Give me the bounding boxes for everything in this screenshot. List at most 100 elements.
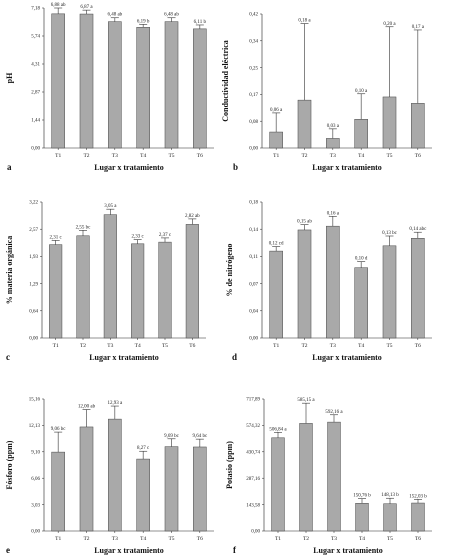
- bar-t2: [76, 235, 90, 339]
- category-label: T3: [107, 343, 113, 349]
- category-label: T5: [387, 536, 393, 542]
- bar-t6: [411, 502, 425, 532]
- category-label: T1: [55, 536, 61, 542]
- data-label: 592,16 a: [325, 410, 343, 415]
- bar-t5: [382, 96, 397, 149]
- bar-t2: [79, 13, 94, 149]
- y-tick-label: 3,22: [29, 201, 38, 206]
- category-label: T4: [358, 153, 364, 159]
- y-axis-label: Fósforo (ppm): [5, 440, 14, 489]
- x-axis-label: Lugar x tratamiento: [312, 353, 382, 362]
- y-tick-label: 12,13: [29, 424, 41, 429]
- y-axis-label: Conductividad eléctrica: [221, 40, 230, 122]
- data-label: 0,15 ab: [297, 220, 312, 225]
- y-tick-label: 0,00: [29, 337, 38, 342]
- bar-t1: [271, 437, 285, 532]
- y-tick-label: 0,00: [249, 147, 258, 152]
- category-label: T5: [386, 343, 392, 349]
- data-label: 2,37 c: [159, 233, 172, 238]
- category-label: T6: [415, 153, 421, 159]
- x-axis-label: Lugar x tratamiento: [89, 353, 159, 362]
- x-axis-label: Lugar x tratamiento: [94, 546, 164, 555]
- y-tick-label: 7,18: [31, 7, 40, 12]
- data-label: 2,55 bc: [76, 225, 92, 230]
- data-label: 148,13 b: [381, 493, 399, 498]
- category-label: T6: [415, 536, 421, 542]
- data-label: 2,31 c: [50, 235, 63, 240]
- category-label: T1: [275, 536, 281, 542]
- chart-panel-a: 0,00 1,44 2,87 4,31 5,74 7,18 6,88 ab T1 6,87 a T…: [5, 3, 214, 172]
- y-axis-label: Potasio (ppm): [225, 441, 234, 489]
- category-label: T6: [415, 343, 421, 349]
- bar-t6: [193, 28, 207, 149]
- y-axis-label: % de nitrógeno: [225, 244, 234, 297]
- y-tick-label: 1,93: [29, 255, 38, 260]
- y-tick-label: 0,00: [251, 530, 260, 535]
- data-label: 6,19 b: [137, 19, 150, 24]
- bar-t3: [108, 21, 122, 149]
- y-tick-label: 0,18: [249, 201, 258, 206]
- y-axis-label: % materia orgánica: [5, 236, 14, 304]
- category-label: T5: [168, 153, 174, 159]
- y-tick-label: 9,10: [31, 451, 40, 456]
- category-label: T3: [112, 153, 118, 159]
- x-axis-label: Lugar x tratamiento: [94, 163, 164, 172]
- bar-t4: [354, 267, 368, 339]
- bar-t4: [355, 503, 369, 532]
- data-label: 0,12 cd: [269, 242, 284, 247]
- bar-t6: [193, 446, 207, 532]
- category-label: T2: [83, 536, 89, 542]
- category-label: T1: [273, 343, 279, 349]
- bar-t3: [326, 138, 340, 149]
- category-label: T2: [83, 153, 89, 159]
- bar-t3: [326, 225, 340, 339]
- x-axis-label: Lugar x tratamiento: [312, 163, 382, 172]
- data-label: 0,06 a: [270, 108, 283, 113]
- y-tick-label: 1,44: [31, 119, 40, 124]
- bar-t4: [136, 458, 150, 532]
- y-tick-label: 430,74: [246, 451, 260, 456]
- bar-t4: [131, 243, 145, 339]
- chart-panel-b: 0,00 0,08 0,17 0,25 0,34 0,42 0,06 a T1 0,18 a T2…: [221, 13, 432, 172]
- data-label: 0,13 bc: [382, 231, 398, 236]
- bar-t5: [164, 21, 179, 149]
- y-tick-label: 0,25: [249, 66, 258, 71]
- y-tick-label: 0,04: [249, 310, 258, 315]
- y-tick-label: 717,89: [246, 398, 260, 403]
- y-tick-label: 0,07: [249, 282, 258, 287]
- y-tick-label: 2,57: [29, 228, 38, 233]
- bar-t4: [136, 27, 150, 149]
- category-label: T2: [303, 536, 309, 542]
- data-label: 0,16 a: [327, 211, 340, 216]
- bar-t2: [299, 423, 313, 532]
- category-label: T3: [330, 343, 336, 349]
- bar-t1: [51, 13, 65, 149]
- data-label: 9,64 bc: [192, 434, 208, 439]
- y-tick-label: 6,06: [31, 477, 40, 482]
- bar-t6: [411, 238, 425, 339]
- chart-panel-e: 0,00 3,03 6,06 9,10 12,13 15,16 9,06 bc T1 12,00…: [5, 398, 214, 555]
- panel-letter: d: [232, 352, 237, 362]
- category-label: T4: [135, 343, 141, 349]
- panel-letter: b: [233, 162, 238, 172]
- data-label: 12,93 a: [107, 401, 123, 406]
- y-tick-label: 0,08: [249, 120, 258, 125]
- category-label: T5: [168, 536, 174, 542]
- chart-panel-f: 0,00 143,58 287,16 430,74 574,32 717,89 506,84…: [225, 398, 432, 555]
- y-tick-label: 0,42: [249, 13, 258, 18]
- data-label: 0,17 a: [412, 25, 425, 30]
- y-tick-label: 0,64: [29, 310, 38, 315]
- bar-t5: [158, 241, 172, 339]
- data-label: 6,11 b: [194, 20, 207, 25]
- category-label: T2: [80, 343, 86, 349]
- chart-panel-c: 0,00 0,64 1,29 1,93 2,57 3,22 2,31 c T1 2,55 bc T…: [5, 201, 206, 362]
- chart-panel-d: 0,00 0,04 0,07 0,11 0,14 0,18 0,12 cd T1 0,15 ab…: [225, 201, 432, 362]
- bar-t4: [354, 119, 368, 149]
- bar-t5: [164, 446, 179, 532]
- data-label: 585,15 a: [297, 398, 315, 403]
- y-tick-label: 0,00: [31, 147, 40, 152]
- bar-t2: [297, 229, 312, 339]
- category-label: T5: [162, 343, 168, 349]
- y-tick-label: 0,14: [249, 228, 258, 233]
